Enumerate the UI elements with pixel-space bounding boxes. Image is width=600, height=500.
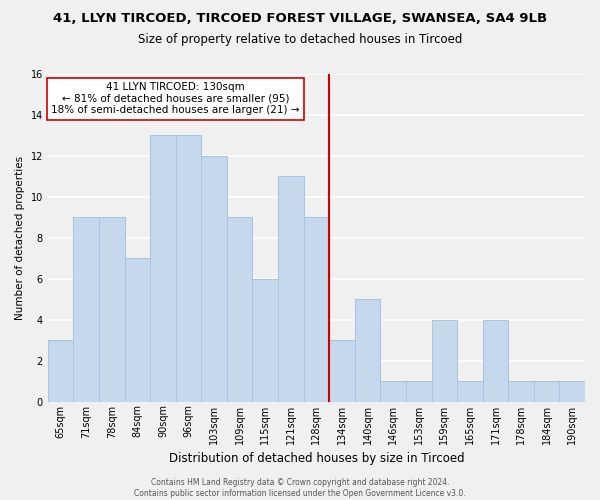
- Bar: [278, 176, 304, 402]
- Bar: [355, 300, 380, 402]
- Bar: [431, 320, 457, 402]
- Bar: [508, 381, 534, 402]
- Bar: [125, 258, 150, 402]
- Bar: [227, 218, 253, 402]
- Bar: [406, 381, 431, 402]
- Bar: [201, 156, 227, 402]
- Bar: [253, 279, 278, 402]
- Bar: [48, 340, 73, 402]
- Y-axis label: Number of detached properties: Number of detached properties: [15, 156, 25, 320]
- Bar: [304, 218, 329, 402]
- Bar: [482, 320, 508, 402]
- X-axis label: Distribution of detached houses by size in Tircoed: Distribution of detached houses by size …: [169, 452, 464, 465]
- Bar: [176, 136, 201, 402]
- Text: 41 LLYN TIRCOED: 130sqm
← 81% of detached houses are smaller (95)
18% of semi-de: 41 LLYN TIRCOED: 130sqm ← 81% of detache…: [52, 82, 300, 116]
- Bar: [559, 381, 585, 402]
- Bar: [534, 381, 559, 402]
- Bar: [73, 218, 99, 402]
- Bar: [329, 340, 355, 402]
- Bar: [99, 218, 125, 402]
- Text: Size of property relative to detached houses in Tircoed: Size of property relative to detached ho…: [138, 32, 462, 46]
- Bar: [380, 381, 406, 402]
- Bar: [457, 381, 482, 402]
- Bar: [150, 136, 176, 402]
- Text: 41, LLYN TIRCOED, TIRCOED FOREST VILLAGE, SWANSEA, SA4 9LB: 41, LLYN TIRCOED, TIRCOED FOREST VILLAGE…: [53, 12, 547, 26]
- Text: Contains HM Land Registry data © Crown copyright and database right 2024.
Contai: Contains HM Land Registry data © Crown c…: [134, 478, 466, 498]
